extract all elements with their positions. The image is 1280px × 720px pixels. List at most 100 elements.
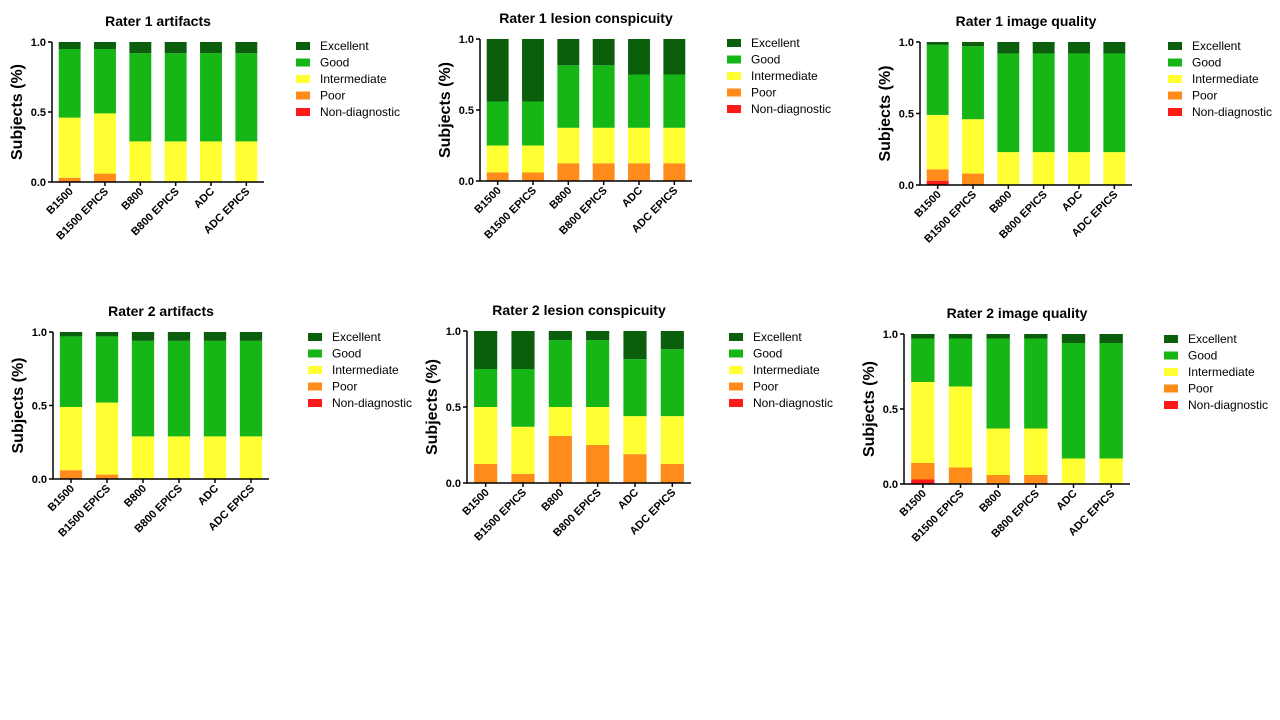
y-tick-label: 1.0 <box>31 37 46 49</box>
y-tick-label: 1.0 <box>459 34 474 46</box>
bar-segment-good-5 <box>628 74 650 128</box>
bar-segment-good-3 <box>548 340 572 407</box>
x-tick-label: ADC <box>196 483 221 508</box>
bar-segment-excellent-5 <box>628 39 650 75</box>
legend-label-intermediate: Intermediate <box>753 363 820 377</box>
x-tick-label: B800 <box>977 488 1004 515</box>
bar-segment-good-3 <box>997 53 1020 153</box>
y-tick-label: 0.5 <box>899 109 914 121</box>
legend-label-good: Good <box>751 53 780 67</box>
bar-segment-excellent-4 <box>1024 334 1048 339</box>
bar-segment-intermediate-3 <box>129 141 152 182</box>
y-tick-label: 0.5 <box>32 401 47 413</box>
bar-segment-poor-2 <box>522 172 544 181</box>
y-tick-label: 0.5 <box>883 404 898 416</box>
legend-swatch-intermediate <box>1168 75 1182 83</box>
bar-segment-excellent-2 <box>511 331 535 369</box>
bar-segment-intermediate-4 <box>164 141 187 182</box>
bar-segment-good-1 <box>926 44 949 115</box>
bar-segment-excellent-5 <box>1061 334 1086 343</box>
bar-segment-good-6 <box>235 53 258 142</box>
legend-label-good: Good <box>332 347 361 361</box>
y-tick-label: 1.0 <box>883 329 898 341</box>
chart-title: Rater 2 lesion conspicuity <box>492 302 666 318</box>
bar-segment-good-2 <box>522 101 544 146</box>
legend-swatch-intermediate <box>1164 368 1178 376</box>
bar-segment-excellent-1 <box>58 42 81 49</box>
bar-segment-intermediate-5 <box>628 127 650 164</box>
bar-segment-good-5 <box>1061 343 1086 459</box>
legend-label-good: Good <box>1192 56 1221 70</box>
bar-segment-excellent-1 <box>911 334 935 339</box>
legend-swatch-intermediate <box>296 75 310 83</box>
legend-label-excellent: Excellent <box>753 330 802 344</box>
bar-segment-poor-1 <box>911 463 935 480</box>
legend-swatch-good <box>727 55 741 64</box>
bar-segment-intermediate-4 <box>592 127 615 164</box>
bar-segment-excellent-3 <box>131 332 155 341</box>
bar-segment-good-1 <box>58 49 81 118</box>
bar-segment-poor-1 <box>486 172 509 181</box>
bar-segment-poor-6 <box>663 163 686 181</box>
bar-segment-good-3 <box>129 53 152 142</box>
bar-segment-intermediate-3 <box>997 152 1020 185</box>
legend-label-non-diagnostic: Non-diagnostic <box>320 105 400 119</box>
legend-swatch-poor <box>1168 91 1182 100</box>
legend-swatch-intermediate <box>729 366 743 374</box>
bar-segment-good-3 <box>131 340 155 437</box>
legend-swatch-excellent <box>296 42 310 50</box>
bar-segment-excellent-5 <box>623 331 647 360</box>
legend-swatch-excellent <box>1168 42 1182 50</box>
legend-swatch-good <box>296 58 310 67</box>
y-tick-label: 0.0 <box>899 180 914 192</box>
bar-segment-intermediate-6 <box>1099 458 1123 484</box>
bar-segment-poor-3 <box>557 163 580 181</box>
bar-segment-poor-4 <box>1024 475 1048 484</box>
bar-segment-poor-1 <box>58 177 81 182</box>
bar-segment-intermediate-2 <box>94 113 116 174</box>
legend-label-non-diagnostic: Non-diagnostic <box>1188 398 1268 412</box>
legend-swatch-poor <box>308 382 322 391</box>
bar-segment-intermediate-6 <box>1103 152 1126 185</box>
bar-segment-good-4 <box>164 53 187 142</box>
bar-segment-excellent-6 <box>660 331 684 350</box>
legend-label-intermediate: Intermediate <box>332 363 399 377</box>
x-tick-label: B1500 <box>460 487 491 518</box>
bar-segment-good-6 <box>1103 53 1126 153</box>
legend-label-excellent: Excellent <box>751 36 800 50</box>
bar-segment-poor-1 <box>59 470 83 479</box>
bar-segment-excellent-3 <box>557 39 580 66</box>
legend-swatch-non-diagnostic <box>1168 108 1182 116</box>
y-tick-label: 0.0 <box>446 478 461 490</box>
y-axis-label: Subjects (%) <box>10 357 27 453</box>
x-tick-label: ADC <box>192 186 217 211</box>
legend-label-intermediate: Intermediate <box>1188 365 1255 379</box>
legend-label-poor: Poor <box>332 380 357 394</box>
legend-swatch-good <box>729 349 743 358</box>
legend-swatch-poor <box>296 91 310 100</box>
bar-segment-non-diagnostic-1 <box>926 180 949 185</box>
bar-segment-excellent-6 <box>235 42 258 54</box>
x-tick-label: B800 <box>987 189 1014 216</box>
y-tick-label: 0.0 <box>32 474 47 486</box>
bar-segment-intermediate-5 <box>203 436 227 479</box>
bar-segment-good-4 <box>1032 53 1055 153</box>
bar-segment-excellent-2 <box>94 42 116 49</box>
bar-segment-excellent-3 <box>986 334 1010 339</box>
bar-segment-intermediate-4 <box>1024 428 1048 475</box>
legend-swatch-good <box>1168 58 1182 67</box>
bar-segment-excellent-3 <box>997 42 1020 54</box>
bar-segment-excellent-1 <box>926 42 949 45</box>
x-tick-label: B800 <box>539 487 566 514</box>
bar-segment-good-6 <box>239 340 263 437</box>
bar-segment-poor-1 <box>474 464 498 483</box>
chart-title: Rater 1 lesion conspicuity <box>499 10 673 26</box>
x-tick-label: B1500 <box>44 186 75 217</box>
legend-label-excellent: Excellent <box>1188 332 1237 346</box>
bar-segment-good-1 <box>911 338 935 382</box>
bar-segment-intermediate-3 <box>557 127 580 164</box>
chart-title: Rater 2 artifacts <box>108 303 214 319</box>
bar-segment-intermediate-2 <box>948 386 973 468</box>
